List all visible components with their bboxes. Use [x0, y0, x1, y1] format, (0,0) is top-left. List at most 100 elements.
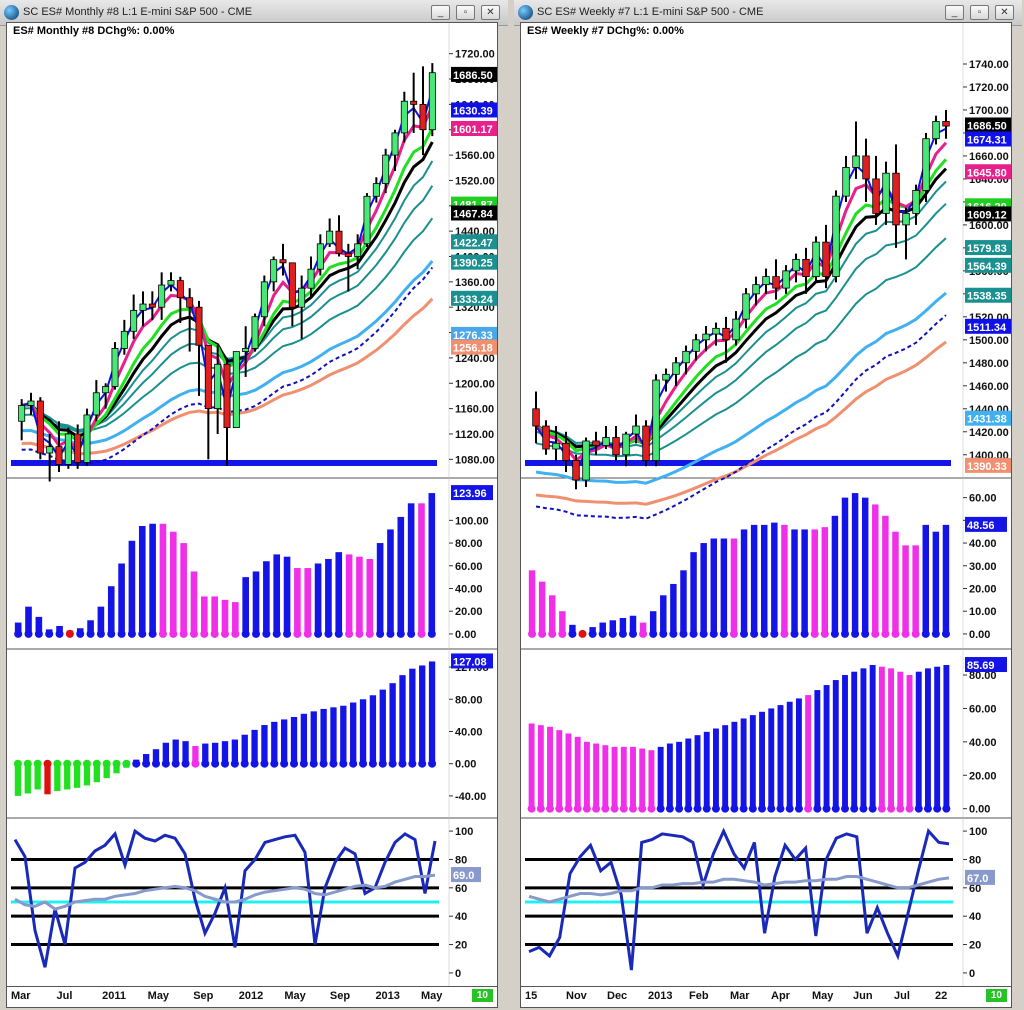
zero-dot — [868, 804, 877, 813]
y-tick-label: 1720.00 — [969, 82, 1009, 94]
histogram-bar — [730, 538, 738, 634]
close-button[interactable]: ✕ — [995, 5, 1014, 20]
candle-body — [682, 350, 690, 364]
y-tick-label: 1480.00 — [969, 358, 1009, 370]
zero-dot — [629, 629, 637, 638]
last-value-label: 48.56 — [967, 520, 995, 532]
histogram-bar — [138, 526, 146, 634]
histogram-bar — [397, 516, 405, 634]
histogram-bar — [356, 556, 363, 634]
zero-dot — [830, 629, 839, 638]
price-label-box — [451, 102, 497, 118]
y-tick-label: 100.00 — [455, 515, 489, 527]
zero-dot — [345, 629, 354, 638]
zero-dot — [896, 804, 905, 813]
candle-body — [382, 154, 390, 185]
histogram-bar — [821, 527, 829, 634]
histogram-bar — [549, 595, 556, 634]
chart-area[interactable]: 1080.001120.001160.001200.001240.001280.… — [6, 22, 498, 987]
histogram-bar — [574, 736, 581, 809]
y-tick-label: 60.00 — [969, 703, 997, 715]
zero-dot — [86, 629, 95, 638]
zero-dot — [588, 629, 597, 638]
y-tick-label: 100 — [455, 826, 473, 838]
date-label: Feb — [689, 990, 709, 1002]
chart-canvas[interactable]: 1080.001120.001160.001200.001240.001280.… — [7, 23, 497, 986]
y-tick-label: 0 — [455, 968, 461, 980]
candle-body — [326, 230, 334, 245]
histogram-bar — [231, 739, 239, 764]
zero-dot — [887, 804, 896, 813]
y-tick-label: 0.00 — [969, 629, 990, 641]
price-label: 1686.50 — [453, 70, 493, 82]
histogram-bar — [241, 734, 248, 764]
title-bar[interactable]: SC ES# Monthly #8 L:1 E-mini S&P 500 - C… — [0, 0, 508, 26]
y-tick-label: -40.00 — [455, 791, 486, 803]
y-tick-label: 1120.00 — [455, 429, 494, 441]
candle-body — [428, 72, 436, 131]
zero-dot — [43, 759, 52, 768]
chart-canvas[interactable]: 1400.001420.001440.001460.001480.001500.… — [521, 23, 1011, 986]
zero-dot — [161, 759, 170, 768]
candle-body — [832, 195, 840, 278]
zero-dot — [730, 804, 739, 813]
restore-button[interactable]: ▫ — [970, 5, 989, 20]
chart-window-weekly[interactable]: SC ES# Weekly #7 L:1 E-mini S&P 500 - CM… — [514, 0, 1022, 1010]
zero-dot — [729, 629, 738, 638]
zero-dot — [702, 804, 711, 813]
candle-body — [391, 132, 399, 156]
zero-dot — [536, 804, 545, 813]
histogram-bar — [294, 568, 301, 634]
histogram-bar — [814, 690, 821, 809]
zero-dot — [23, 759, 32, 768]
histogram-bar — [801, 529, 808, 634]
zero-dot — [14, 629, 23, 638]
histogram-bar — [690, 552, 697, 634]
title-bar[interactable]: SC ES# Weekly #7 L:1 E-mini S&P 500 - CM… — [514, 0, 1022, 26]
minimize-button[interactable]: _ — [431, 5, 450, 20]
zero-dot — [861, 629, 870, 638]
candle-body — [722, 327, 730, 341]
zero-dot — [638, 804, 647, 813]
histogram-bar — [330, 707, 337, 764]
histogram-bar — [310, 711, 317, 764]
histogram-bar — [169, 531, 177, 634]
zero-dot — [659, 629, 668, 638]
zero-dot — [911, 629, 920, 638]
chart-area[interactable]: 1400.00 1420.00 1440.00 1460.00 1480.00 1500.… — [520, 22, 1012, 987]
zero-dot — [45, 629, 54, 638]
price-label: 1422.47 — [453, 237, 493, 249]
candle-body — [762, 276, 770, 286]
zero-dot — [13, 759, 22, 768]
candle-body — [752, 284, 760, 295]
price-label-box — [965, 164, 1011, 180]
base-bar — [11, 460, 437, 466]
zero-dot — [780, 629, 789, 638]
date-label: 22 — [935, 990, 948, 1002]
histogram-bar — [842, 675, 848, 809]
zero-dot — [82, 759, 91, 768]
histogram-bar — [902, 545, 909, 634]
chart-window-monthly[interactable]: SC ES# Monthly #8 L:1 E-mini S&P 500 - C… — [0, 0, 508, 1010]
candle-body — [307, 268, 315, 289]
zero-dot — [293, 629, 302, 638]
zero-dot — [859, 804, 868, 813]
zero-dot — [262, 629, 271, 638]
candle-body — [419, 103, 427, 131]
histogram-bar — [878, 666, 885, 809]
histogram-bar — [740, 718, 747, 809]
zero-dot — [396, 629, 405, 638]
badge: 10 — [471, 989, 493, 1002]
close-button[interactable]: ✕ — [481, 5, 500, 20]
minimize-button[interactable]: _ — [945, 5, 964, 20]
price-label-box — [451, 120, 497, 136]
zero-dot — [63, 759, 72, 768]
zero-dot — [923, 804, 932, 813]
price-label-box — [965, 287, 1011, 303]
zero-dot — [355, 629, 364, 638]
histogram-bar — [24, 763, 31, 794]
histogram-bar — [811, 529, 818, 634]
y-tick-label: 10.00 — [969, 606, 997, 618]
last-value-label: 123.96 — [453, 488, 487, 500]
restore-button[interactable]: ▫ — [456, 5, 475, 20]
